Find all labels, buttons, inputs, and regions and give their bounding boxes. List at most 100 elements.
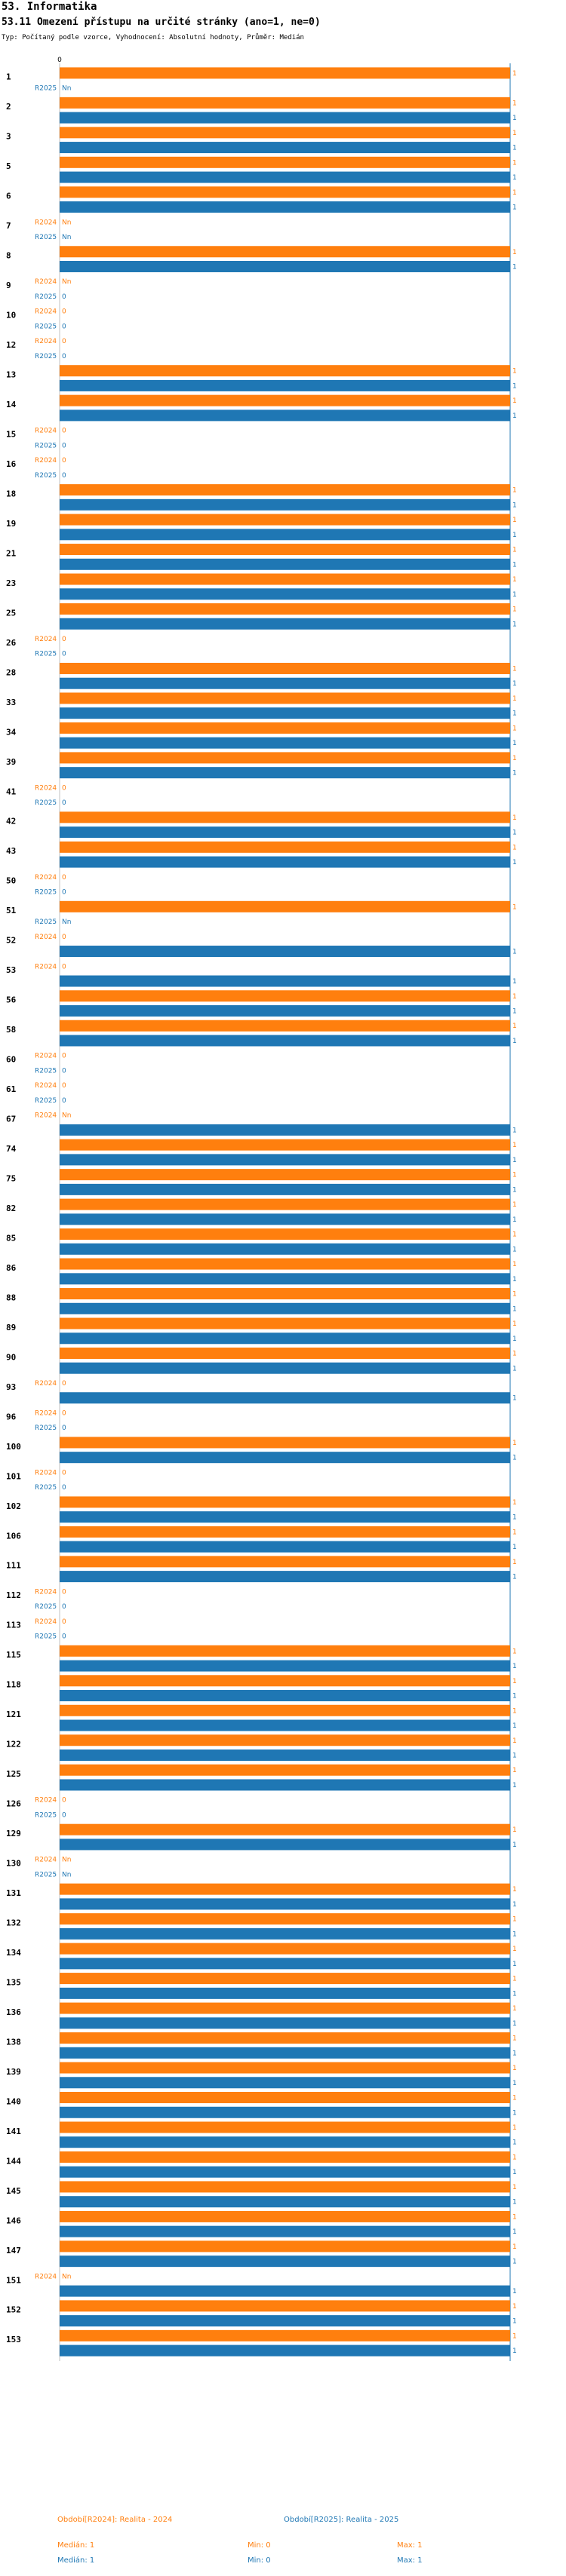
series-label: R2025 bbox=[35, 1038, 57, 1045]
bar-r2025-67 bbox=[60, 1124, 510, 1136]
bar-r2024-58 bbox=[60, 1020, 510, 1032]
series-label: R2024 bbox=[35, 1916, 57, 1924]
legend-2025-max: Max: 1 bbox=[397, 2556, 423, 2565]
value-label: Nn bbox=[62, 1112, 71, 1120]
series-label: R2025 bbox=[35, 1424, 57, 1432]
value-label: 1 bbox=[512, 204, 517, 212]
bar-r2025-135 bbox=[60, 1987, 510, 1999]
bar-r2024-122 bbox=[60, 1734, 510, 1746]
bar-group-113: 113 R2024 0 R2025 0 bbox=[6, 1618, 66, 1641]
series-label: R2024 bbox=[35, 1946, 57, 1953]
group-label: 111 bbox=[6, 1561, 21, 1571]
bar-group-145: 145 R2024 1 R2025 1 bbox=[6, 2181, 517, 2208]
value-label: 1 bbox=[512, 1186, 517, 1194]
bar-group-67: 67 R2024 Nn R2025 1 bbox=[6, 1112, 517, 1136]
series-label: R2025 bbox=[35, 621, 57, 628]
series-label: R2025 bbox=[35, 412, 57, 420]
value-label: 1 bbox=[512, 993, 517, 1001]
group-label: 60 bbox=[6, 1055, 16, 1065]
bar-r2024-121 bbox=[60, 1704, 510, 1716]
value-label: Nn bbox=[62, 219, 71, 226]
group-label: 85 bbox=[6, 1233, 16, 1243]
series-label: R2025 bbox=[35, 1484, 57, 1492]
value-label: 1 bbox=[512, 1961, 517, 1968]
series-label: R2025 bbox=[35, 889, 57, 897]
value-label: 1 bbox=[512, 189, 517, 197]
value-label: 1 bbox=[512, 2065, 517, 2072]
bar-r2024-25 bbox=[60, 603, 510, 615]
value-label: 1 bbox=[512, 725, 517, 732]
group-label: 7 bbox=[6, 221, 11, 231]
series-label: R2024 bbox=[35, 934, 57, 941]
bar-r2025-140 bbox=[60, 2106, 510, 2118]
group-label: 53 bbox=[6, 965, 16, 975]
series-label: R2024 bbox=[35, 1618, 57, 1626]
series-label: R2025 bbox=[35, 1693, 57, 1700]
value-label: 1 bbox=[512, 680, 517, 688]
bar-group-89: 89 R2024 1 R2025 1 bbox=[6, 1317, 517, 1345]
series-label: R2024 bbox=[35, 159, 57, 167]
value-label: 1 bbox=[512, 695, 517, 703]
group-label: 67 bbox=[6, 1115, 16, 1124]
value-label: 0 bbox=[62, 1409, 66, 1417]
group-label: 75 bbox=[6, 1174, 16, 1184]
bar-group-33: 33 R2024 1 R2025 1 bbox=[6, 692, 517, 719]
bar-r2024-43 bbox=[60, 841, 510, 853]
bar-group-131: 131 R2024 1 R2025 1 bbox=[6, 1883, 517, 1910]
series-label: R2025 bbox=[35, 1216, 57, 1224]
bar-r2024-118 bbox=[60, 1675, 510, 1687]
bar-group-18: 18 R2024 1 R2025 1 bbox=[6, 484, 517, 511]
value-label: 0 bbox=[62, 1588, 66, 1596]
group-label: 100 bbox=[6, 1442, 21, 1452]
bar-group-74: 74 R2024 1 R2025 1 bbox=[6, 1139, 517, 1166]
series-label: R2025 bbox=[35, 1395, 57, 1403]
group-label: 58 bbox=[6, 1025, 16, 1035]
bar-group-19: 19 R2024 1 R2025 1 bbox=[6, 514, 517, 541]
bar-r2024-86 bbox=[60, 1258, 510, 1270]
series-label: R2024 bbox=[35, 2243, 57, 2251]
value-label: 1 bbox=[512, 1990, 517, 1998]
series-label: R2024 bbox=[35, 1707, 57, 1715]
group-label: 56 bbox=[6, 995, 17, 1005]
value-label: 1 bbox=[512, 1663, 517, 1670]
value-label: 1 bbox=[512, 115, 517, 122]
bar-r2025-147 bbox=[60, 2256, 510, 2268]
bar-r2025-56 bbox=[60, 1004, 510, 1017]
bar-group-106: 106 R2024 1 R2025 1 bbox=[6, 1526, 517, 1553]
bar-r2024-8 bbox=[60, 246, 510, 258]
value-label: 1 bbox=[512, 487, 517, 495]
bar-r2025-106 bbox=[60, 1541, 510, 1553]
group-label: 121 bbox=[6, 1710, 21, 1719]
series-label: R2025 bbox=[35, 263, 57, 271]
bar-r2024-90 bbox=[60, 1348, 510, 1360]
bar-group-130: 130 R2024 Nn R2025 Nn bbox=[6, 1857, 71, 1879]
value-label: 0 bbox=[62, 784, 66, 792]
value-label: 1 bbox=[512, 1157, 517, 1164]
bar-r2025-58 bbox=[60, 1035, 510, 1047]
series-label: R2024 bbox=[35, 100, 57, 107]
series-label: R2024 bbox=[35, 1648, 57, 1655]
bar-group-23: 23 R2024 1 R2025 1 bbox=[6, 573, 517, 600]
series-label: R2024 bbox=[35, 249, 57, 256]
value-label: 0 bbox=[62, 442, 66, 449]
bar-group-39: 39 R2024 1 R2025 1 bbox=[6, 752, 517, 779]
series-label: R2025 bbox=[35, 1722, 57, 1730]
series-label: R2025 bbox=[35, 1127, 57, 1134]
series-label: R2024 bbox=[35, 130, 57, 137]
series-label: R2024 bbox=[35, 1469, 57, 1477]
series-label: R2025 bbox=[35, 382, 57, 390]
value-label: 1 bbox=[512, 2169, 517, 2176]
value-label: 1 bbox=[512, 2348, 517, 2355]
series-label: R2025 bbox=[35, 1514, 57, 1522]
group-label: 146 bbox=[6, 2216, 21, 2225]
group-label: 23 bbox=[6, 578, 16, 588]
bar-group-26: 26 R2024 0 R2025 0 bbox=[6, 636, 66, 658]
bar-r2024-28 bbox=[60, 662, 510, 674]
bar-r2024-19 bbox=[60, 514, 510, 526]
series-label: R2024 bbox=[35, 547, 57, 554]
series-label: R2024 bbox=[35, 1380, 57, 1388]
bar-r2025-138 bbox=[60, 2047, 510, 2059]
bar-r2025-125 bbox=[60, 1779, 510, 1791]
value-label: 1 bbox=[512, 2184, 517, 2191]
value-label: 1 bbox=[512, 1142, 517, 1149]
